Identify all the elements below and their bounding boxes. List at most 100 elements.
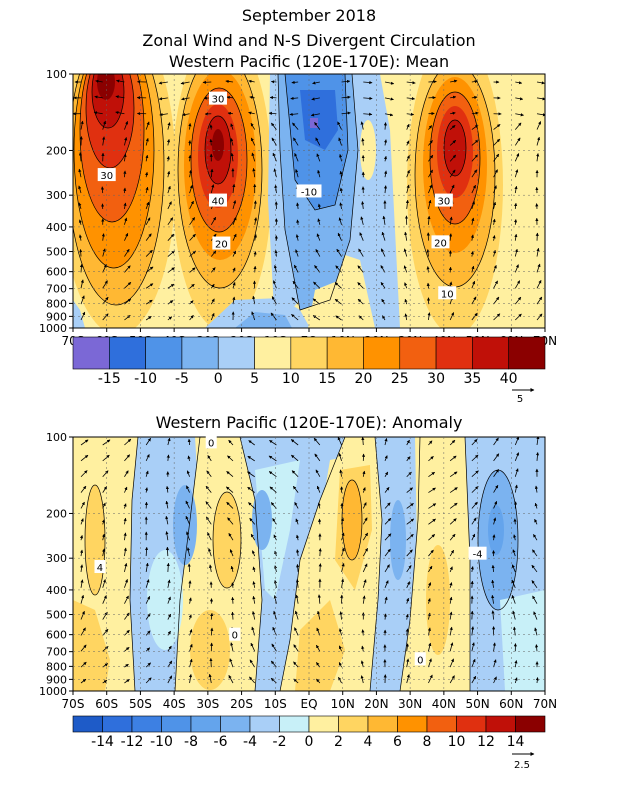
anomaly-colorbar-label: -6 [214, 734, 228, 750]
anomaly-x-tick-label: 60N [499, 697, 523, 711]
mean-colorbar-swatch [290, 336, 328, 370]
anomaly-wind-vector [188, 673, 193, 684]
anomaly-wind-vector [362, 548, 369, 557]
mean-wind-vector [232, 296, 236, 305]
mean-colorbar-swatch [363, 336, 401, 370]
anomaly-wind-vector [210, 612, 214, 620]
mean-wind-vector [406, 81, 416, 85]
mean-wind-vector [293, 264, 299, 273]
anomaly-wind-vector [428, 503, 437, 509]
anomaly-wind-vector [124, 595, 129, 604]
anomaly-wind-vector [270, 677, 277, 684]
mean-wind-vector [124, 217, 128, 225]
anomaly-wind-vector [514, 452, 520, 462]
mean-wind-vector [536, 296, 543, 305]
anomaly-wind-vector [449, 439, 456, 446]
mean-wind-vector [232, 250, 237, 257]
anomaly-colorbar-label: 2 [334, 734, 343, 750]
mean-wind-vector [145, 186, 149, 194]
mean-wind-vector [492, 235, 496, 241]
mean-wind-vector [536, 247, 540, 257]
anomaly-vector-reference-label: 2.5 [514, 760, 530, 771]
anomaly-x-tick-label: 60S [95, 697, 118, 711]
anomaly-wind-vector [338, 676, 342, 684]
anomaly-wind-vector [230, 565, 234, 573]
mean-wind-vector [314, 265, 321, 273]
anomaly-wind-vector [205, 501, 212, 509]
mean-wind-vector [250, 137, 256, 146]
anomaly-wind-vector [80, 564, 84, 572]
anomaly-wind-vector [167, 596, 171, 604]
anomaly-wind-vector [293, 644, 299, 652]
mean-wind-vector [339, 170, 343, 178]
mean-wind-vector [360, 121, 364, 130]
mean-wind-vector [426, 249, 430, 257]
anomaly-wind-vector [534, 502, 538, 509]
mean-wind-vector [536, 263, 541, 273]
mean-wind-vector [361, 138, 365, 146]
anomaly-wind-vector [406, 439, 410, 446]
anomaly-colorbar-swatch [190, 715, 221, 733]
mean-wind-vector [380, 248, 386, 257]
mean-contour-label: 40 [212, 197, 225, 208]
anomaly-wind-vector [534, 518, 538, 525]
mean-wind-vector [403, 265, 408, 273]
mean-wind-vector [335, 265, 342, 273]
anomaly-colorbar-label: -4 [243, 734, 257, 750]
anomaly-colorbar-label: -14 [91, 734, 114, 750]
anomaly-wind-vector [269, 486, 277, 493]
anomaly-wind-vector [362, 470, 366, 477]
anomaly-wind-vector [144, 487, 149, 493]
anomaly-wind-vector [226, 471, 234, 478]
anomaly-wind-vector [449, 566, 453, 573]
mean-wind-vector [253, 200, 257, 209]
mean-wind-vector [210, 216, 217, 226]
anomaly-wind-vector [101, 533, 106, 541]
anomaly-wind-vector [249, 659, 256, 668]
anomaly-wind-vector [384, 471, 389, 477]
anomaly-wind-vector [250, 533, 256, 541]
mean-wind-vector [274, 249, 278, 257]
mean-colorbar-label: 0 [214, 371, 223, 387]
anomaly-wind-vector [316, 610, 321, 620]
anomaly-wind-vector [228, 533, 234, 541]
mean-wind-vector [404, 313, 408, 321]
anomaly-wind-vector [188, 597, 192, 604]
mean-wind-vector [232, 183, 236, 194]
anomaly-x-tick-label: EQ [300, 697, 317, 711]
mean-colorbar-swatch [181, 336, 219, 370]
mean-wind-vector [493, 169, 498, 178]
mean-contour-label-box [431, 235, 450, 249]
anomaly-wind-vector [471, 642, 475, 652]
mean-wind-vector [493, 201, 497, 210]
anomaly-wind-vector [145, 677, 152, 684]
mean-wind-vector [115, 111, 125, 115]
mean-wind-vector [334, 282, 342, 289]
mean-y-tick-label: 100 [46, 68, 67, 81]
mean-wind-vector [493, 123, 501, 130]
anomaly-wind-vector [339, 611, 343, 620]
anomaly-wind-vector [360, 675, 364, 684]
anomaly-colorbar-swatch [456, 715, 487, 733]
mean-wind-vector [405, 199, 409, 209]
anomaly-wind-vector [428, 549, 434, 557]
anomaly-contour-label: 4 [97, 563, 103, 574]
anomaly-colorbar-swatch [102, 715, 133, 733]
anomaly-wind-vector [449, 549, 455, 557]
mean-wind-vector [363, 112, 373, 116]
mean-wind-vector [145, 154, 149, 162]
mean-wind-vector [536, 313, 543, 321]
mean-wind-vector [252, 167, 256, 178]
anomaly-colorbar-swatch [161, 715, 192, 733]
anomaly-wind-vector [165, 546, 170, 557]
mean-wind-vector [230, 123, 234, 130]
mean-wind-vector [253, 251, 257, 257]
anomaly-x-tick-label: 50S [129, 697, 152, 711]
anomaly-wind-vector [124, 612, 130, 620]
mean-wind-vector [95, 79, 103, 83]
mean-wind-vector [450, 95, 457, 99]
mean-colorbar-label: 35 [463, 371, 481, 387]
anomaly-y-tick-label: 700 [46, 646, 67, 659]
anomaly-wind-vector [145, 470, 149, 477]
mean-wind-vector [337, 121, 342, 130]
